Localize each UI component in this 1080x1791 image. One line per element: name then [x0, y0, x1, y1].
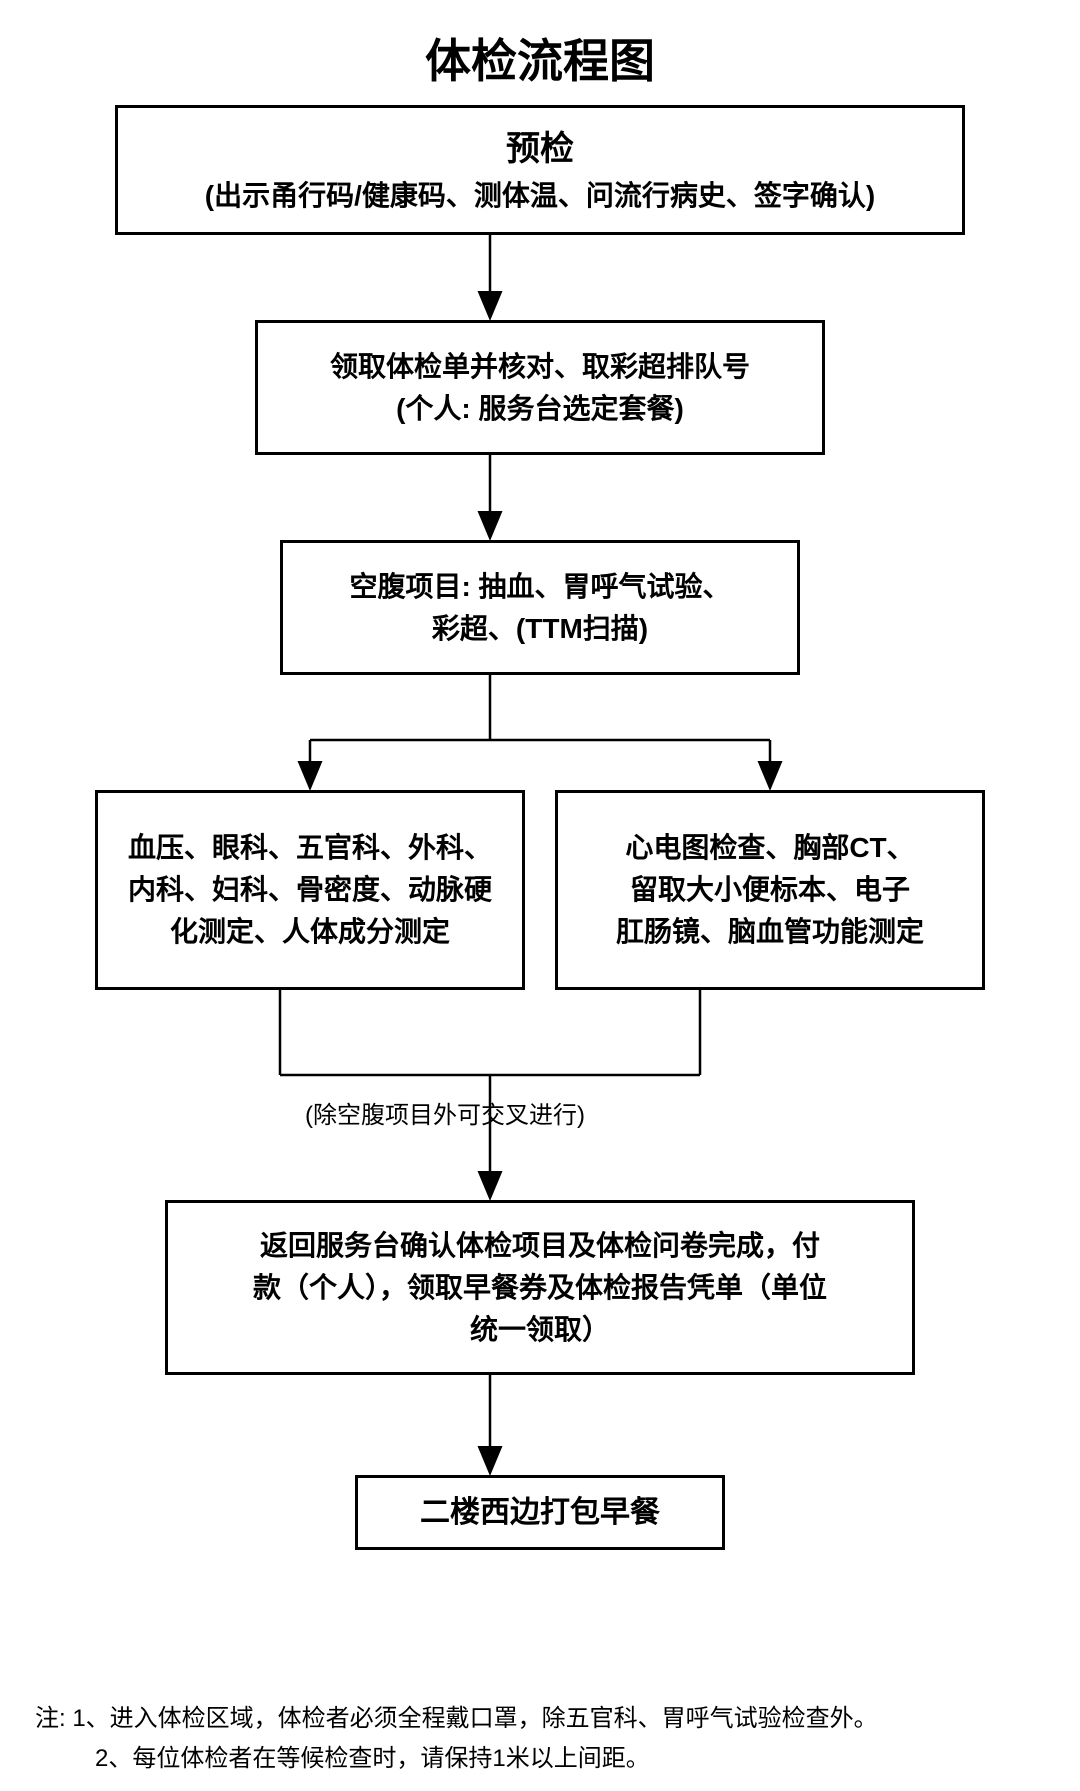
node-breakfast: 二楼西边打包早餐: [355, 1475, 725, 1550]
node-checkin: 领取体检单并核对、取彩超排队号 (个人: 服务台选定套餐): [255, 320, 825, 455]
node-text: 款（个人），领取早餐券及体检报告凭单（单位: [253, 1267, 827, 1309]
node-precheck: 预检 (出示甬行码/健康码、测体温、问流行病史、签字确认): [115, 105, 965, 235]
annotation-cross: (除空腹项目外可交叉进行): [305, 1095, 585, 1130]
node-text: (出示甬行码/健康码、测体温、问流行病史、签字确认): [205, 175, 875, 217]
node-exams-right: 心电图检查、胸部CT、 留取大小便标本、电子 肛肠镜、脑血管功能测定: [555, 790, 985, 990]
node-return-desk: 返回服务台确认体检项目及体检问卷完成，付 款（个人），领取早餐券及体检报告凭单（…: [165, 1200, 915, 1375]
footnote-2: 2、每位体检者在等候检查时，请保持1米以上间距。: [95, 1740, 650, 1778]
node-text: 留取大小便标本、电子: [630, 869, 910, 911]
node-text: 血压、眼科、五官科、外科、: [128, 827, 492, 869]
flowchart-container: 体检流程图 预检 (出示甬行码/健康码、测体温、问流行病史、签字确认) 领取体检…: [0, 0, 1080, 1791]
node-text: 空腹项目: 抽血、胃呼气试验、: [349, 566, 730, 608]
node-fasting-items: 空腹项目: 抽血、胃呼气试验、 彩超、(TTM扫描): [280, 540, 800, 675]
footnote-1: 注: 1、进入体检区域，体检者必须全程戴口罩，除五官科、胃呼气试验检查外。: [35, 1700, 878, 1738]
node-exams-left: 血压、眼科、五官科、外科、 内科、妇科、骨密度、动脉硬 化测定、人体成分测定: [95, 790, 525, 990]
node-text: 内科、妇科、骨密度、动脉硬: [128, 869, 492, 911]
node-text: 化测定、人体成分测定: [170, 911, 450, 953]
flowchart-title: 体检流程图: [425, 25, 655, 91]
node-text: 彩超、(TTM扫描): [432, 608, 648, 650]
node-text: 返回服务台确认体检项目及体检问卷完成，付: [260, 1225, 820, 1267]
node-text: 心电图检查、胸部CT、: [625, 827, 914, 869]
node-text: 肛肠镜、脑血管功能测定: [616, 911, 924, 953]
node-text: 统一领取）: [470, 1309, 610, 1351]
node-text: 领取体检单并核对、取彩超排队号: [330, 346, 750, 388]
node-text: (个人: 服务台选定套餐): [396, 388, 684, 430]
node-text: 二楼西边打包早餐: [420, 1490, 660, 1535]
node-text: 预检: [506, 124, 574, 175]
